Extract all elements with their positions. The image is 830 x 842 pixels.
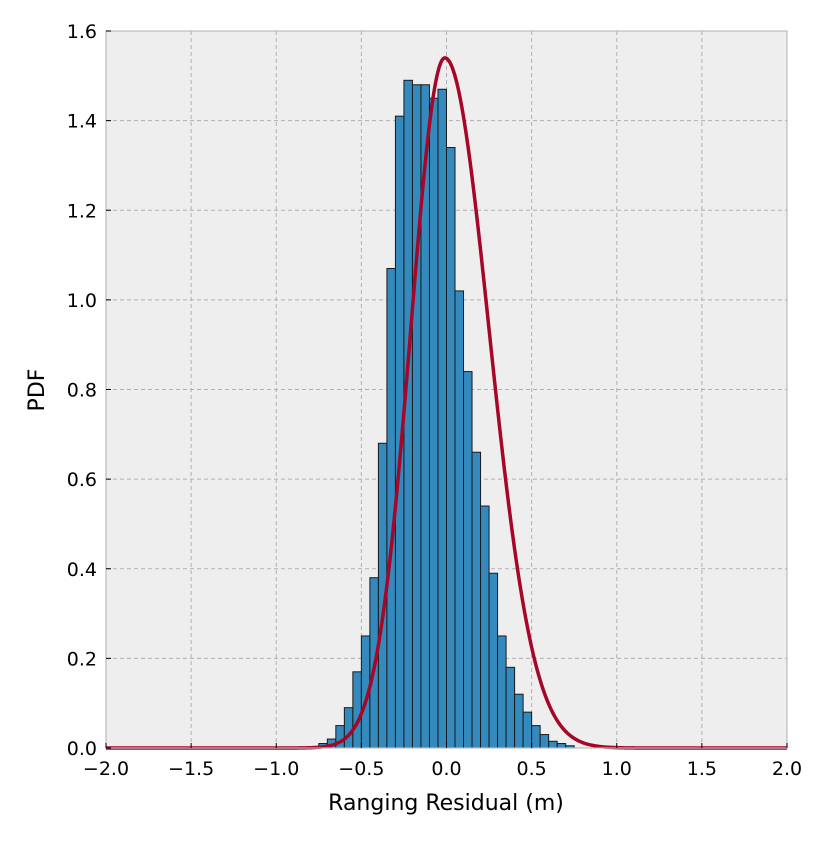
histogram-bar [480, 505, 490, 749]
y-tick-label: 1.6 [67, 21, 97, 43]
x-tick-label: −1.5 [168, 758, 214, 780]
x-tick-label: 1.0 [602, 758, 632, 780]
y-axis-ticks: 0.0 0.2 0.4 0.6 0.8 1.0 1.2 1.4 1.6 [67, 21, 111, 760]
y-tick-label: 0.8 [67, 380, 97, 402]
y-axis-label: PDF [25, 369, 50, 412]
x-axis-label: Ranging Residual (m) [328, 791, 564, 816]
histogram-bar [352, 671, 362, 749]
histogram-bar [497, 635, 507, 749]
x-tick-label: 0.0 [431, 758, 461, 780]
histogram-bar [514, 693, 524, 749]
histogram-bar [505, 666, 516, 749]
histogram-bar [411, 84, 422, 749]
histogram-bar [548, 740, 558, 749]
histogram-bar [471, 451, 482, 749]
y-tick-label: 0.6 [67, 469, 97, 491]
y-tick-label: 0.4 [67, 559, 97, 581]
y-tick-label: 1.4 [67, 111, 97, 133]
histogram-bar [428, 97, 439, 749]
histogram-bar [454, 290, 465, 749]
histogram-bar [463, 371, 473, 749]
histogram-bar [531, 725, 541, 749]
x-tick-label: −0.5 [338, 758, 384, 780]
x-tick-label: −2.0 [83, 758, 129, 780]
histogram-bar [488, 572, 499, 749]
histogram-bar [539, 734, 550, 749]
y-tick-label: 1.0 [67, 290, 97, 312]
y-tick-label: 0.2 [67, 648, 97, 670]
x-tick-label: 0.5 [517, 758, 547, 780]
histogram-bar [437, 88, 447, 749]
x-tick-label: 1.5 [687, 758, 717, 780]
x-tick-label: 2.0 [772, 758, 802, 780]
histogram-bar [343, 707, 354, 749]
y-tick-label: 1.2 [67, 200, 97, 222]
x-tick-label: −1.0 [253, 758, 299, 780]
y-tick-label: 0.0 [67, 738, 97, 760]
histogram-bar [446, 147, 456, 749]
x-axis-ticks: −2.0 −1.5 −1.0 −0.5 0.0 0.5 1.0 1.5 2.0 [83, 743, 802, 780]
histogram-bar [556, 743, 567, 749]
histogram-bar [522, 711, 533, 749]
